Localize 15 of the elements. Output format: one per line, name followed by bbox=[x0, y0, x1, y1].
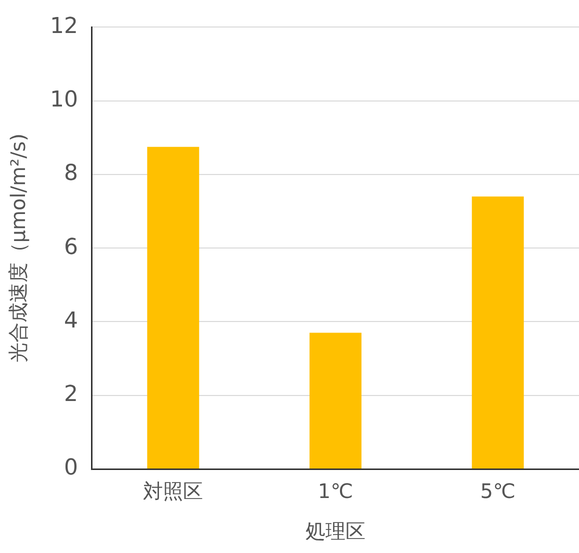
x-tick-label: 5℃ bbox=[480, 479, 516, 504]
y-tick-label: 8 bbox=[64, 161, 78, 186]
y-tick-label: 12 bbox=[50, 14, 78, 39]
x-tick-label: 1℃ bbox=[318, 479, 354, 504]
y-axis-title: 光合成速度（μmol/m²/s) bbox=[6, 134, 30, 363]
y-tick-label: 4 bbox=[64, 308, 78, 334]
x-axis-title: 処理区 bbox=[305, 519, 366, 544]
bar bbox=[310, 332, 362, 468]
y-tick-label: 0 bbox=[64, 456, 78, 481]
y-tick-label: 10 bbox=[50, 88, 78, 113]
bar bbox=[147, 146, 200, 468]
x-tick-label: 対照区 bbox=[143, 479, 204, 504]
y-tick-label: 2 bbox=[64, 382, 78, 408]
y-tick-label: 6 bbox=[64, 234, 78, 260]
bar bbox=[472, 196, 524, 468]
